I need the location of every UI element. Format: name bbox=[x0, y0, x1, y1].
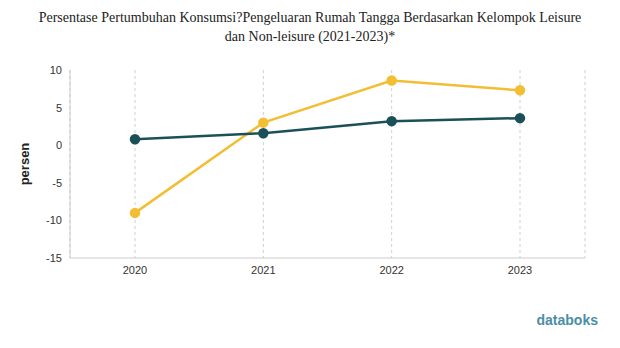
svg-text:5: 5 bbox=[56, 102, 62, 114]
svg-text:0: 0 bbox=[56, 139, 62, 151]
svg-text:2020: 2020 bbox=[123, 264, 147, 276]
svg-text:-15: -15 bbox=[46, 252, 62, 264]
svg-text:-5: -5 bbox=[52, 177, 62, 189]
svg-text:-10: -10 bbox=[46, 214, 62, 226]
svg-text:2023: 2023 bbox=[508, 264, 532, 276]
svg-text:2022: 2022 bbox=[379, 264, 403, 276]
html-text:databoks: databoks bbox=[536, 312, 598, 328]
html-text:Persentase Pertumbuhan Konsums: Persentase Pertumbuhan Konsumsi?Pengelua… bbox=[38, 10, 582, 44]
svg-text:2021: 2021 bbox=[251, 264, 275, 276]
svg-text:10: 10 bbox=[50, 64, 62, 76]
html-text:persen: persen bbox=[16, 142, 32, 186]
